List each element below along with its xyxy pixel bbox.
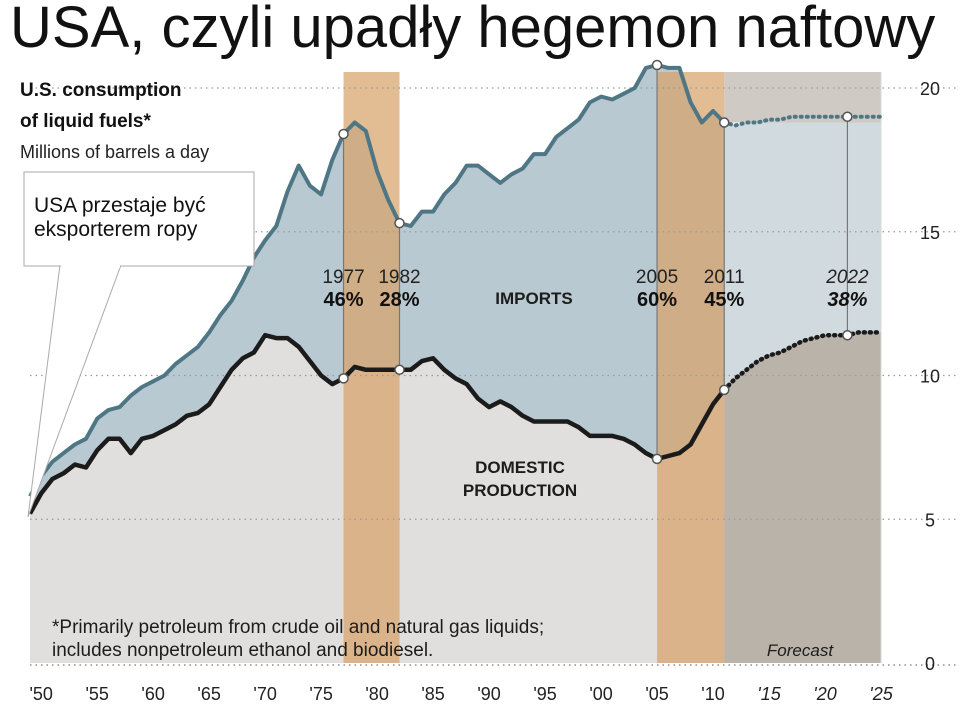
production-marker-1982 <box>394 364 405 375</box>
x-tick-label: '90 <box>477 684 500 704</box>
shaded-period-2 <box>657 72 725 663</box>
consumption-marker-2005 <box>651 59 663 71</box>
production-forecast-line <box>721 330 884 393</box>
x-tick-label: '70 <box>253 684 276 704</box>
x-tick-label: '75 <box>309 684 332 704</box>
chart-title-line2: of liquid fuels* <box>20 111 151 132</box>
forecast-label: Forecast <box>767 641 834 660</box>
x-tick-label: '10 <box>701 684 724 704</box>
x-tick-label: '95 <box>533 684 556 704</box>
x-tick-label: '80 <box>365 684 388 704</box>
forecast-band <box>724 72 881 123</box>
consumption-marker-1977 <box>338 128 349 140</box>
y-tick-label: 5 <box>925 510 935 530</box>
x-tick-label: '00 <box>589 684 612 704</box>
consumption-marker-1982 <box>394 217 405 229</box>
consumption-line <box>28 63 726 498</box>
x-tick-label: '15 <box>757 684 781 704</box>
production-marker-2005 <box>651 453 663 465</box>
production-marker-2011 <box>718 384 730 396</box>
callout-line-2: eksporterem ropy <box>34 218 198 241</box>
annotation-share: 28% <box>379 289 419 311</box>
production-marker-2022 <box>842 330 853 341</box>
x-tick-label: '55 <box>85 684 108 704</box>
callout-line-1: USA przestaje być <box>34 194 206 217</box>
line-layer <box>28 63 884 515</box>
consumption-marker-2011 <box>718 117 730 128</box>
marker-layer <box>338 59 853 465</box>
annotation-share: 46% <box>324 289 364 311</box>
annotation-share: 45% <box>704 289 744 311</box>
annotation-year: 2005 <box>636 267 678 288</box>
footnote-line1: *Primarily petroleum from crude oil and … <box>52 617 544 638</box>
consumption-marker-2022 <box>842 111 853 122</box>
imports-area-forecast <box>724 116 881 390</box>
tick-layer: 0 5 10 15 20 '50 '55 '60 '65 '70 '75 '80 '85 '90 '95 '0… <box>29 79 940 704</box>
domestic-area-forecast <box>724 332 881 663</box>
production-label: PRODUCTION <box>463 481 577 500</box>
domestic-label: DOMESTIC <box>475 458 565 477</box>
production-line <box>28 332 726 515</box>
x-tick-label: '85 <box>421 684 444 704</box>
x-tick-label: '65 <box>197 684 220 704</box>
chart-subtitle: Millions of barrels a day <box>20 142 209 162</box>
y-tick-label: 15 <box>920 223 940 243</box>
chart-title: U.S. consumption <box>20 80 182 101</box>
y-tick-label: 20 <box>920 79 940 99</box>
x-tick-label: '50 <box>29 684 52 704</box>
x-tick-label: '20 <box>813 684 836 704</box>
annotation-share: 60% <box>637 289 677 311</box>
x-tick-label: '25 <box>869 684 893 704</box>
callout <box>23 171 255 518</box>
x-tick-label: '05 <box>645 684 668 704</box>
callout-text: USA przestaje być eksporterem ropy <box>34 194 206 242</box>
y-tick-label: 10 <box>920 367 940 387</box>
callout-seam-cover <box>61 262 120 268</box>
callout-box <box>23 171 255 267</box>
imports-label: IMPORTS <box>495 289 572 308</box>
x-tick-label: '60 <box>141 684 164 704</box>
area-layer <box>30 65 881 663</box>
annotation-year: 2022 <box>825 267 869 288</box>
annotation-year: 2011 <box>704 267 745 288</box>
annotation-year: 1982 <box>378 267 420 288</box>
y-tick-label: 0 <box>925 654 935 674</box>
consumption-forecast-line <box>722 114 883 128</box>
annotation-share: 38% <box>827 289 867 311</box>
annotation-year: 1977 <box>322 267 364 288</box>
production-marker-1977 <box>338 373 349 384</box>
slide-title: USA, czyli upadły hegemon naftowy <box>10 0 936 60</box>
footnote-line2: includes nonpetroleum ethanol and biodie… <box>52 640 433 661</box>
